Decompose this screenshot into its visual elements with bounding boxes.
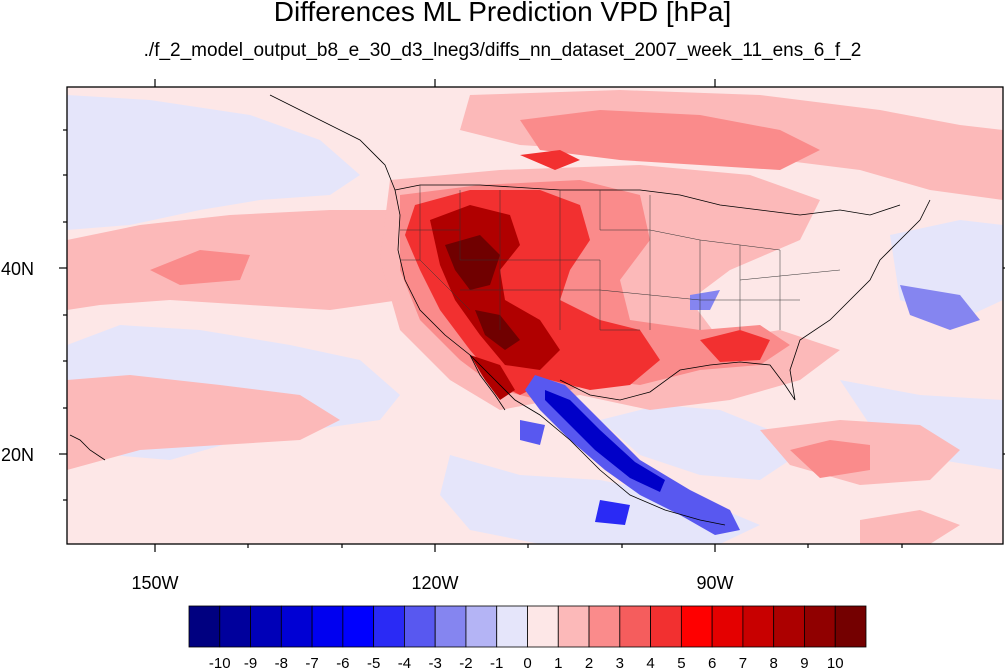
colorbar-label: -3 xyxy=(429,655,442,672)
colorbar-swatch xyxy=(527,605,559,648)
state-borders xyxy=(400,185,841,331)
map-field xyxy=(67,87,1003,544)
colorbar-swatch xyxy=(773,605,805,648)
colorbar-label: -5 xyxy=(367,655,380,672)
colorbar-swatch xyxy=(404,605,436,648)
colorbar-swatch xyxy=(219,605,251,648)
y-tick-label-40n: 40N xyxy=(1,259,34,279)
colorbar-swatch xyxy=(496,605,528,648)
colorbar-swatch xyxy=(250,605,282,648)
colorbar-label: 0 xyxy=(523,655,531,672)
colorbar-label: -9 xyxy=(244,655,257,672)
chart-title: Differences ML Prediction VPD [hPa] xyxy=(273,0,732,27)
y-tick-label-20n: 20N xyxy=(1,445,34,465)
colorbar-label: -7 xyxy=(305,655,318,672)
colorbar-swatch xyxy=(373,605,405,648)
colorbar-label: 9 xyxy=(800,655,808,672)
axis-ticks xyxy=(59,79,1005,552)
colorbar-label: 8 xyxy=(770,655,778,672)
colorbar-label: -6 xyxy=(336,655,349,672)
colorbar-label: 6 xyxy=(708,655,716,672)
colorbar: -10 -9 -8 -7 -6 -5 -4 -3 -2 -1 0 1 2 3 4 5 6 7 8 9 10 xyxy=(188,605,867,672)
colorbar-label: 7 xyxy=(739,655,747,672)
colorbar-swatch xyxy=(588,605,621,648)
colorbar-label: 1 xyxy=(554,655,562,672)
x-tick-label-150w: 150W xyxy=(131,573,178,593)
chart-subtitle: ./f_2_model_output_b8_e_30_d3_lneg3/diff… xyxy=(143,40,862,61)
colorbar-label: 5 xyxy=(677,655,685,672)
x-tick-label-120w: 120W xyxy=(411,573,458,593)
colorbar-swatch xyxy=(804,605,836,648)
colorbar-label: 4 xyxy=(646,655,654,672)
colorbar-label: 3 xyxy=(616,655,624,672)
colorbar-label: 2 xyxy=(585,655,593,672)
colorbar-label: -2 xyxy=(459,655,472,672)
colorbar-swatch xyxy=(342,605,375,648)
x-tick-label-90w: 90W xyxy=(696,573,733,593)
colorbar-swatch xyxy=(650,605,682,648)
colorbar-swatch xyxy=(465,605,498,648)
coastlines xyxy=(69,94,931,526)
colorbar-swatch xyxy=(834,605,867,648)
colorbar-swatch xyxy=(188,605,221,648)
colorbar-label: 10 xyxy=(827,655,844,672)
negative-blue-plume xyxy=(520,285,980,535)
colorbar-label: -1 xyxy=(490,655,503,672)
colorbar-label: -8 xyxy=(275,655,288,672)
negative-light-regions xyxy=(67,95,1003,544)
colorbar-swatch xyxy=(434,605,467,648)
colorbar-swatch xyxy=(619,605,651,648)
colorbar-swatch xyxy=(742,605,775,648)
colorbar-swatch xyxy=(311,605,344,648)
colorbar-swatch xyxy=(280,605,313,648)
colorbar-label: -4 xyxy=(398,655,411,672)
colorbar-swatch xyxy=(557,605,590,648)
colorbar-label: -10 xyxy=(209,655,231,672)
colorbar-swatch xyxy=(680,605,713,648)
colorbar-swatch xyxy=(711,605,744,648)
positive-deep-red xyxy=(445,235,520,350)
